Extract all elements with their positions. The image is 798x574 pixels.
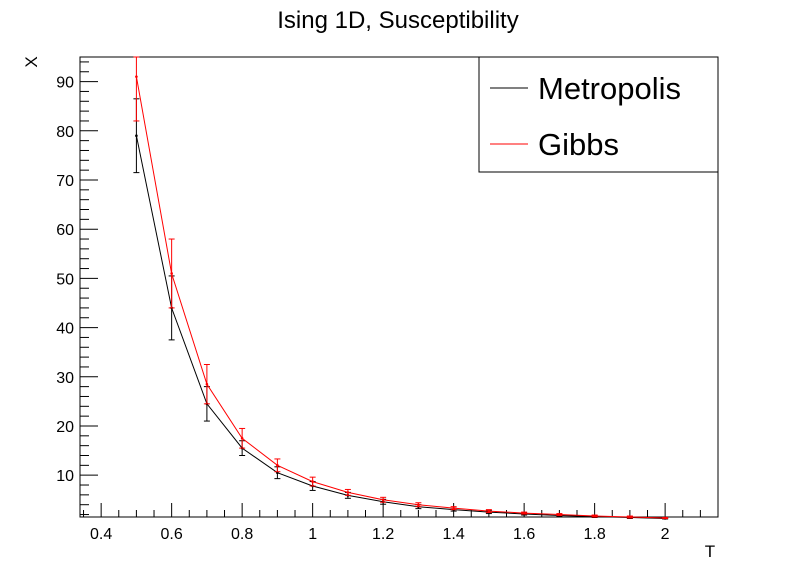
y-tick-label: 50: [56, 271, 74, 288]
x-tick-label: 0.8: [231, 526, 253, 543]
y-tick-label: 30: [56, 370, 74, 387]
x-tick-label: 1.2: [372, 526, 394, 543]
data-point: [205, 382, 209, 386]
x-tick-label: 2: [661, 526, 670, 543]
y-tick-label: 60: [56, 222, 74, 239]
data-point: [663, 516, 667, 520]
data-point: [558, 513, 561, 516]
y-tick-label: 90: [56, 75, 74, 92]
y-tick-label: 10: [56, 468, 74, 485]
plot-frame: [79, 56, 719, 518]
x-axis: 0.4 0.6 0.8 1 1.2 1.4 1.6 1.8 2: [83, 503, 701, 543]
data-point: [417, 503, 420, 507]
y-axis: 10 20 30 40 50 60 70 80 90: [56, 61, 98, 516]
x-tick-label: 1: [308, 526, 317, 543]
x-tick-label: 1.4: [443, 526, 465, 543]
chart-title: Ising 1D, Susceptibility: [277, 7, 518, 34]
legend-box: [478, 56, 719, 173]
legend-label-metropolis: Metropolis: [538, 71, 681, 106]
y-axis-label: X: [22, 56, 41, 67]
data-point: [135, 134, 138, 138]
y-tick-label: 20: [56, 419, 74, 436]
legend-label-gibbs: Gibbs: [538, 127, 619, 162]
data-point: [170, 272, 173, 275]
x-axis-label: T: [705, 542, 715, 561]
data-point: [522, 511, 526, 515]
y-tick-label: 70: [56, 173, 74, 190]
series-line: [135, 76, 666, 519]
series-line: [135, 135, 666, 519]
x-tick-label: 0.4: [90, 526, 112, 543]
data-point: [628, 515, 632, 519]
data-point: [381, 498, 385, 502]
data-point: [276, 464, 279, 467]
x-tick-label: 0.6: [161, 526, 183, 543]
y-tick-label: 80: [56, 124, 74, 141]
data-point: [135, 75, 138, 78]
data-point: [487, 509, 491, 513]
data-point: [240, 436, 244, 440]
data-point: [452, 506, 455, 510]
data-point: [311, 480, 314, 483]
data-point: [346, 491, 350, 494]
series-layer: [133, 56, 669, 520]
x-tick-label: 1.8: [584, 526, 606, 543]
data-point: [593, 514, 596, 518]
legend: Metropolis Gibbs: [478, 56, 719, 173]
y-tick-label: 40: [56, 321, 74, 338]
series-gibbs: [133, 56, 669, 520]
x-tick-label: 1.6: [513, 526, 535, 543]
